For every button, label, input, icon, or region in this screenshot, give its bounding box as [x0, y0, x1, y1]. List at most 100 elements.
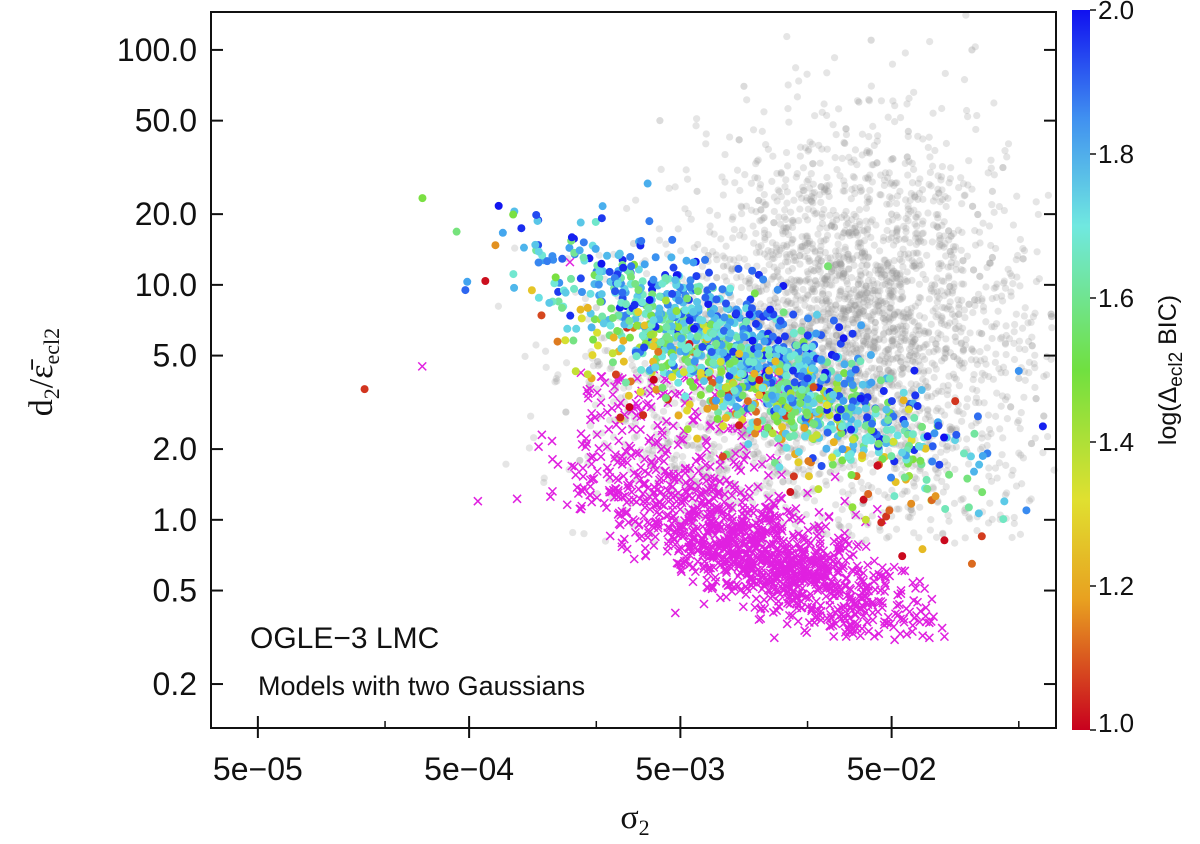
grey-point: [923, 251, 931, 259]
grey-point: [906, 351, 914, 360]
grey-point: [818, 108, 826, 116]
magenta-point: [899, 614, 909, 624]
grey-point: [963, 435, 971, 443]
grey-point: [914, 234, 922, 242]
grey-point: [652, 430, 661, 439]
grey-point: [782, 258, 790, 266]
grey-point: [541, 347, 550, 355]
colored-point: [940, 536, 949, 545]
grey-point: [827, 222, 835, 230]
grey-point: [789, 218, 797, 227]
grey-point: [856, 183, 864, 192]
grey-point: [782, 300, 790, 308]
grey-point: [1012, 256, 1020, 264]
grey-point: [852, 228, 860, 237]
grey-point: [905, 94, 913, 102]
grey-point: [899, 313, 907, 321]
grey-point: [888, 216, 896, 224]
grey-point: [1012, 482, 1021, 490]
grey-point: [900, 222, 908, 230]
grey-point: [562, 408, 570, 416]
grey-point: [738, 210, 746, 218]
grey-point: [876, 287, 884, 295]
grey-point: [931, 193, 940, 201]
grey-point: [818, 290, 827, 298]
grey-point: [957, 496, 965, 504]
grey-point: [870, 241, 878, 249]
grey-point: [932, 211, 940, 219]
grey-point: [934, 346, 942, 354]
magenta-point: [547, 436, 557, 446]
grey-point: [553, 377, 561, 385]
grey-point: [770, 219, 778, 227]
grey-point: [942, 252, 950, 260]
grey-point: [803, 70, 811, 78]
grey-point: [959, 257, 967, 265]
grey-point: [790, 253, 799, 261]
grey-point: [859, 332, 868, 340]
grey-point: [854, 280, 862, 288]
grey-point: [740, 233, 748, 241]
grey-point: [905, 310, 913, 318]
grey-point: [862, 282, 870, 290]
magenta-point: [602, 442, 612, 452]
grey-point: [760, 266, 768, 275]
grey-point: [983, 263, 991, 271]
grey-point: [870, 141, 878, 150]
grey-point: [902, 214, 910, 223]
grey-point: [1048, 324, 1056, 332]
grey-point: [729, 234, 737, 242]
grey-point: [824, 305, 832, 313]
grey-point: [595, 251, 603, 259]
grey-point: [845, 265, 853, 273]
grey-point: [804, 205, 812, 213]
grey-point: [774, 449, 782, 457]
grey-point: [1028, 342, 1036, 350]
grey-point: [1003, 393, 1011, 401]
magenta-point: [562, 500, 572, 510]
grey-point: [1019, 244, 1027, 253]
grey-point: [841, 346, 849, 354]
grey-point: [576, 456, 584, 465]
grey-point: [899, 322, 907, 330]
grey-point: [837, 260, 845, 268]
grey-point: [780, 241, 788, 249]
grey-point: [693, 187, 701, 195]
grey-point: [945, 272, 953, 280]
grey-point: [881, 318, 889, 326]
grey-point: [1009, 221, 1018, 229]
magenta-point: [694, 466, 704, 476]
grey-point: [946, 426, 954, 434]
grey-point: [944, 194, 952, 202]
magenta-point: [759, 595, 769, 605]
grey-point: [818, 213, 826, 221]
grey-point: [896, 250, 905, 258]
grey-point: [974, 210, 982, 219]
grey-point: [809, 244, 817, 253]
grey-point: [867, 36, 875, 44]
grey-point: [997, 369, 1005, 377]
grey-point: [796, 252, 804, 260]
grey-point: [803, 177, 811, 186]
grey-point: [803, 246, 811, 255]
grey-point: [812, 317, 820, 325]
grey-point: [934, 214, 942, 222]
magenta-point: [777, 470, 787, 480]
grey-point: [846, 301, 854, 309]
grey-point: [726, 133, 734, 141]
grey-point: [946, 247, 954, 256]
grey-point: [737, 283, 745, 292]
grey-point: [925, 348, 933, 356]
grey-point: [1048, 312, 1056, 321]
grey-point: [945, 179, 953, 187]
grey-point: [978, 443, 986, 451]
grey-point: [773, 266, 781, 274]
grey-point: [609, 433, 618, 441]
grey-point: [1013, 418, 1022, 427]
grey-point: [761, 235, 769, 244]
grey-point: [883, 352, 891, 361]
grey-point: [949, 242, 958, 251]
grey-point: [865, 132, 873, 141]
grey-point: [884, 359, 893, 367]
magenta-point: [697, 453, 707, 463]
